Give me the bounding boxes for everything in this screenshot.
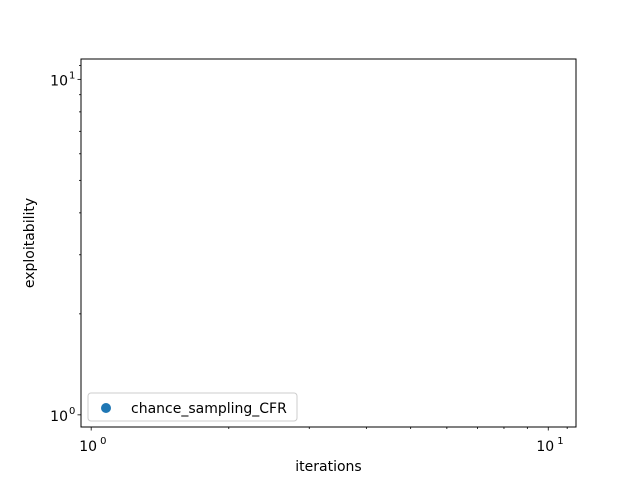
- x-major-ticks: 10 0 10 1: [79, 427, 564, 455]
- y-axis-label: exploitability: [22, 198, 38, 288]
- y-tick-exponent: 0: [69, 406, 75, 417]
- y-tick-label: 10: [50, 73, 68, 89]
- legend-label: chance_sampling_CFR: [131, 401, 287, 417]
- y-tick-label: 10: [50, 409, 68, 425]
- plot-area: [81, 59, 576, 427]
- legend-marker: [101, 403, 111, 413]
- x-tick-exponent: 0: [100, 436, 106, 447]
- x-tick-exponent: 1: [557, 436, 563, 447]
- plot-frame: [80, 58, 577, 428]
- legend: chance_sampling_CFR: [87, 392, 298, 422]
- x-axis-label: iterations: [295, 459, 361, 475]
- x-tick-label: 10: [536, 439, 554, 455]
- legend-box: [87, 392, 298, 422]
- x-tick-label: 10: [79, 439, 97, 455]
- y-tick-exponent: 1: [69, 70, 75, 81]
